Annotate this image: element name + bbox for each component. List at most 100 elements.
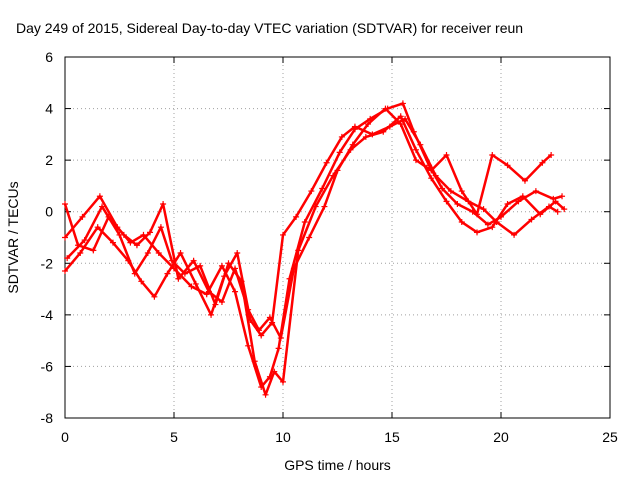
data-point: [164, 270, 171, 277]
data-point: [147, 229, 154, 236]
data-point: [295, 247, 302, 254]
y-tick-label: 6: [45, 49, 53, 65]
data-point: [256, 327, 263, 334]
data-point: [458, 219, 465, 226]
x-tick-label: 5: [170, 429, 178, 445]
data-point: [561, 206, 568, 213]
data-point: [480, 206, 487, 213]
data-point: [218, 262, 225, 269]
data-point: [382, 105, 389, 112]
data-point: [157, 224, 164, 231]
y-tick-label: 4: [45, 101, 53, 117]
data-point: [197, 262, 204, 269]
data-point: [443, 151, 450, 158]
data-point: [277, 335, 284, 342]
data-point: [484, 221, 491, 228]
data-point: [275, 345, 282, 352]
data-point: [266, 314, 273, 321]
data-point: [397, 121, 404, 128]
data-point: [454, 200, 461, 207]
data-point: [62, 234, 68, 241]
data-point: [306, 234, 313, 241]
data-point: [323, 159, 330, 166]
data-point: [81, 237, 88, 244]
data-point: [554, 208, 561, 215]
data-point: [105, 213, 112, 220]
data-point: [362, 133, 369, 140]
data-point: [90, 247, 97, 254]
data-point: [234, 249, 241, 256]
data-point: [312, 203, 319, 210]
data-point: [208, 311, 215, 318]
data-point: [474, 229, 481, 236]
data-point: [489, 151, 496, 158]
data-point: [559, 193, 566, 200]
data-point: [77, 249, 84, 256]
data-point: [380, 128, 387, 135]
data-point: [62, 268, 68, 275]
data-point: [319, 185, 326, 192]
data-point: [144, 249, 151, 256]
data-point: [64, 255, 71, 262]
data-point: [548, 151, 555, 158]
data-point: [349, 141, 356, 148]
x-tick-label: 20: [493, 429, 509, 445]
data-point: [432, 172, 439, 179]
data-point: [192, 280, 199, 287]
data-point: [539, 159, 546, 166]
data-point: [301, 219, 308, 226]
series-line-track-2: [64, 117, 559, 337]
data-point: [280, 378, 286, 385]
data-point: [428, 167, 435, 174]
data-point: [212, 301, 219, 308]
data-point: [155, 249, 162, 256]
x-axis-label: GPS time / hours: [284, 457, 391, 473]
data-point: [552, 198, 559, 205]
data-point: [96, 193, 103, 200]
data-point: [232, 265, 239, 272]
data-point: [99, 203, 106, 210]
data-point: [308, 188, 315, 195]
series-line-track-3: [66, 115, 566, 397]
data-point: [290, 265, 297, 272]
data-point: [258, 332, 265, 339]
data-point: [75, 242, 82, 249]
data-point: [160, 200, 167, 207]
data-point: [439, 185, 446, 192]
x-tick-label: 15: [384, 429, 400, 445]
data-point: [293, 213, 300, 220]
x-tick-label: 10: [275, 429, 291, 445]
data-point: [447, 188, 454, 195]
data-point: [532, 188, 539, 195]
data-point: [351, 123, 358, 130]
data-point: [205, 288, 212, 295]
x-tick-label: 25: [602, 429, 618, 445]
x-tick-label: 0: [61, 429, 69, 445]
data-point: [537, 211, 544, 218]
data-point: [94, 224, 101, 231]
data-point: [151, 293, 158, 300]
data-point: [190, 257, 197, 264]
data-point: [188, 283, 195, 290]
data-point: [397, 113, 404, 120]
data-point: [519, 193, 526, 200]
data-point: [133, 242, 140, 249]
data-point: [412, 157, 419, 164]
data-point: [474, 211, 481, 218]
data-point: [511, 231, 518, 238]
data-point: [225, 260, 232, 267]
data-point: [245, 342, 252, 349]
data-point: [443, 198, 450, 205]
data-point: [365, 121, 372, 128]
data-point: [131, 270, 138, 277]
data-point: [504, 162, 511, 169]
y-tick-label: 2: [45, 152, 53, 168]
y-tick-label: -6: [41, 358, 54, 374]
data-point: [528, 216, 535, 223]
data-point: [79, 213, 86, 220]
data-point: [120, 231, 127, 238]
y-tick-label: -8: [41, 410, 54, 426]
y-tick-label: -4: [41, 307, 54, 323]
data-point: [251, 358, 258, 365]
